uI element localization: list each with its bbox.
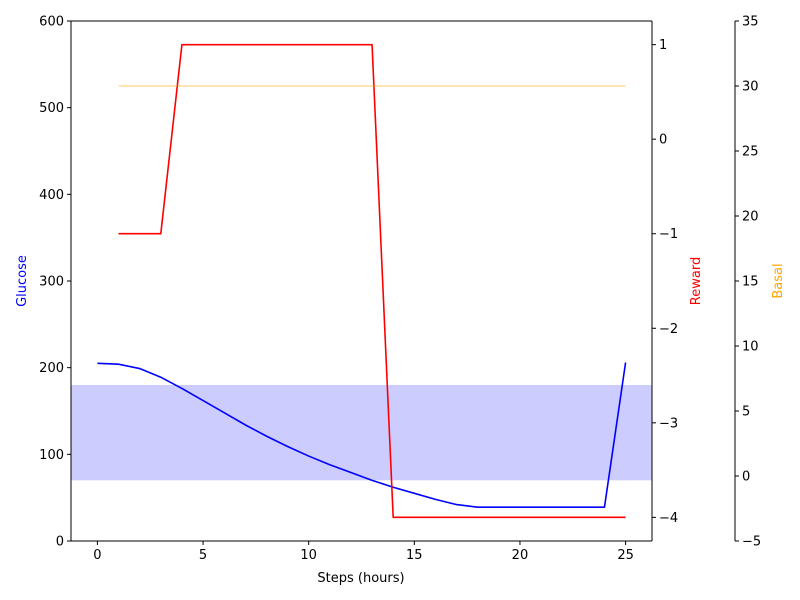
glucose-axis-title: Glucose	[15, 255, 30, 307]
reward-tick-label: 0	[659, 133, 667, 148]
reward-tick-label: −2	[659, 322, 678, 337]
basal-tick-label: 25	[742, 145, 759, 160]
x-tick-label: 25	[617, 548, 634, 563]
reward-tick-label: 1	[659, 38, 667, 53]
basal-tick-label: −5	[742, 535, 761, 550]
target-range-band	[71, 385, 652, 481]
plot-area	[71, 43, 652, 519]
glucose-tick-label: 0	[56, 535, 64, 550]
reward-axis-title: Reward	[689, 257, 704, 305]
basal-tick-label: 15	[742, 275, 759, 290]
glucose-tick-label: 500	[39, 101, 64, 116]
x-axis-title: Steps (hours)	[317, 571, 404, 586]
basal-tick-label: 30	[742, 80, 759, 95]
reward-tick-label: −1	[659, 227, 678, 242]
basal-tick-label: 0	[742, 470, 750, 485]
x-tick-label: 10	[300, 548, 317, 563]
glucose-tick-label: 100	[39, 448, 64, 463]
glucose-tick-label: 600	[39, 15, 64, 30]
glucose-tick-label: 400	[39, 188, 64, 203]
reward-tick-label: −4	[659, 511, 678, 526]
x-tick-label: 5	[199, 548, 207, 563]
glucose-series-line	[97, 362, 627, 509]
glucose-tick-label: 200	[39, 361, 64, 376]
basal-tick-label: 5	[742, 405, 750, 420]
reward-series-line	[118, 43, 626, 519]
x-tick-label: 0	[93, 548, 101, 563]
x-tick-label: 15	[406, 548, 423, 563]
basal-tick-label: 35	[742, 15, 759, 30]
reward-tick-label: −3	[659, 416, 678, 431]
axes: 0 5 10 15 20 250100200300400500600−4−3−2−101−…	[39, 15, 761, 564]
x-tick-label: 20	[512, 548, 529, 563]
basal-axis-title: Basal	[771, 263, 786, 298]
basal-tick-label: 20	[742, 210, 759, 225]
glucose-tick-label: 300	[39, 275, 64, 290]
basal-tick-label: 10	[742, 340, 759, 355]
